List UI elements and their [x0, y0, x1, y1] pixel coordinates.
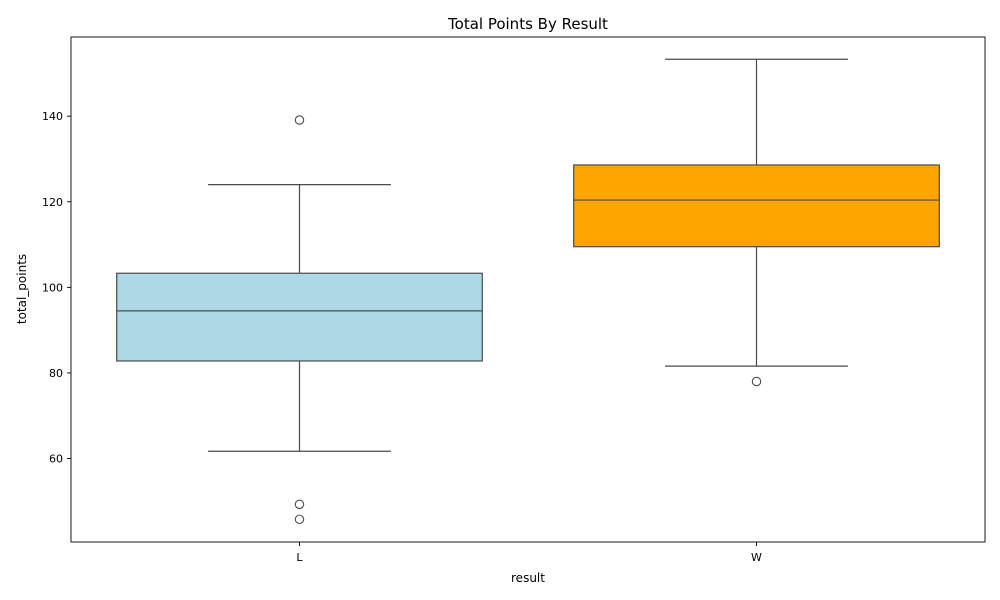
box-w	[573, 164, 940, 248]
axes-frame	[70, 36, 986, 543]
box-l	[116, 272, 483, 362]
y-tick-label: 140	[42, 110, 63, 123]
plot-area: 60 80 100 120 140 L W	[42, 58, 940, 564]
y-tick-label: 80	[49, 367, 63, 380]
x-tick-label: W	[751, 551, 762, 564]
box-l-outlier	[294, 514, 305, 525]
box-l-outlier	[294, 115, 305, 125]
chart-title: Total Points By Result	[447, 15, 608, 33]
x-axis-label: result	[511, 571, 545, 585]
y-axis-label: total_points	[15, 254, 29, 324]
box-w-outlier	[751, 376, 762, 387]
y-tick-label: 120	[42, 196, 63, 209]
y-tick-label: 60	[49, 453, 63, 466]
x-tick-label: L	[296, 551, 303, 564]
y-tick-label: 100	[42, 281, 63, 294]
box-l-outlier	[294, 499, 305, 510]
